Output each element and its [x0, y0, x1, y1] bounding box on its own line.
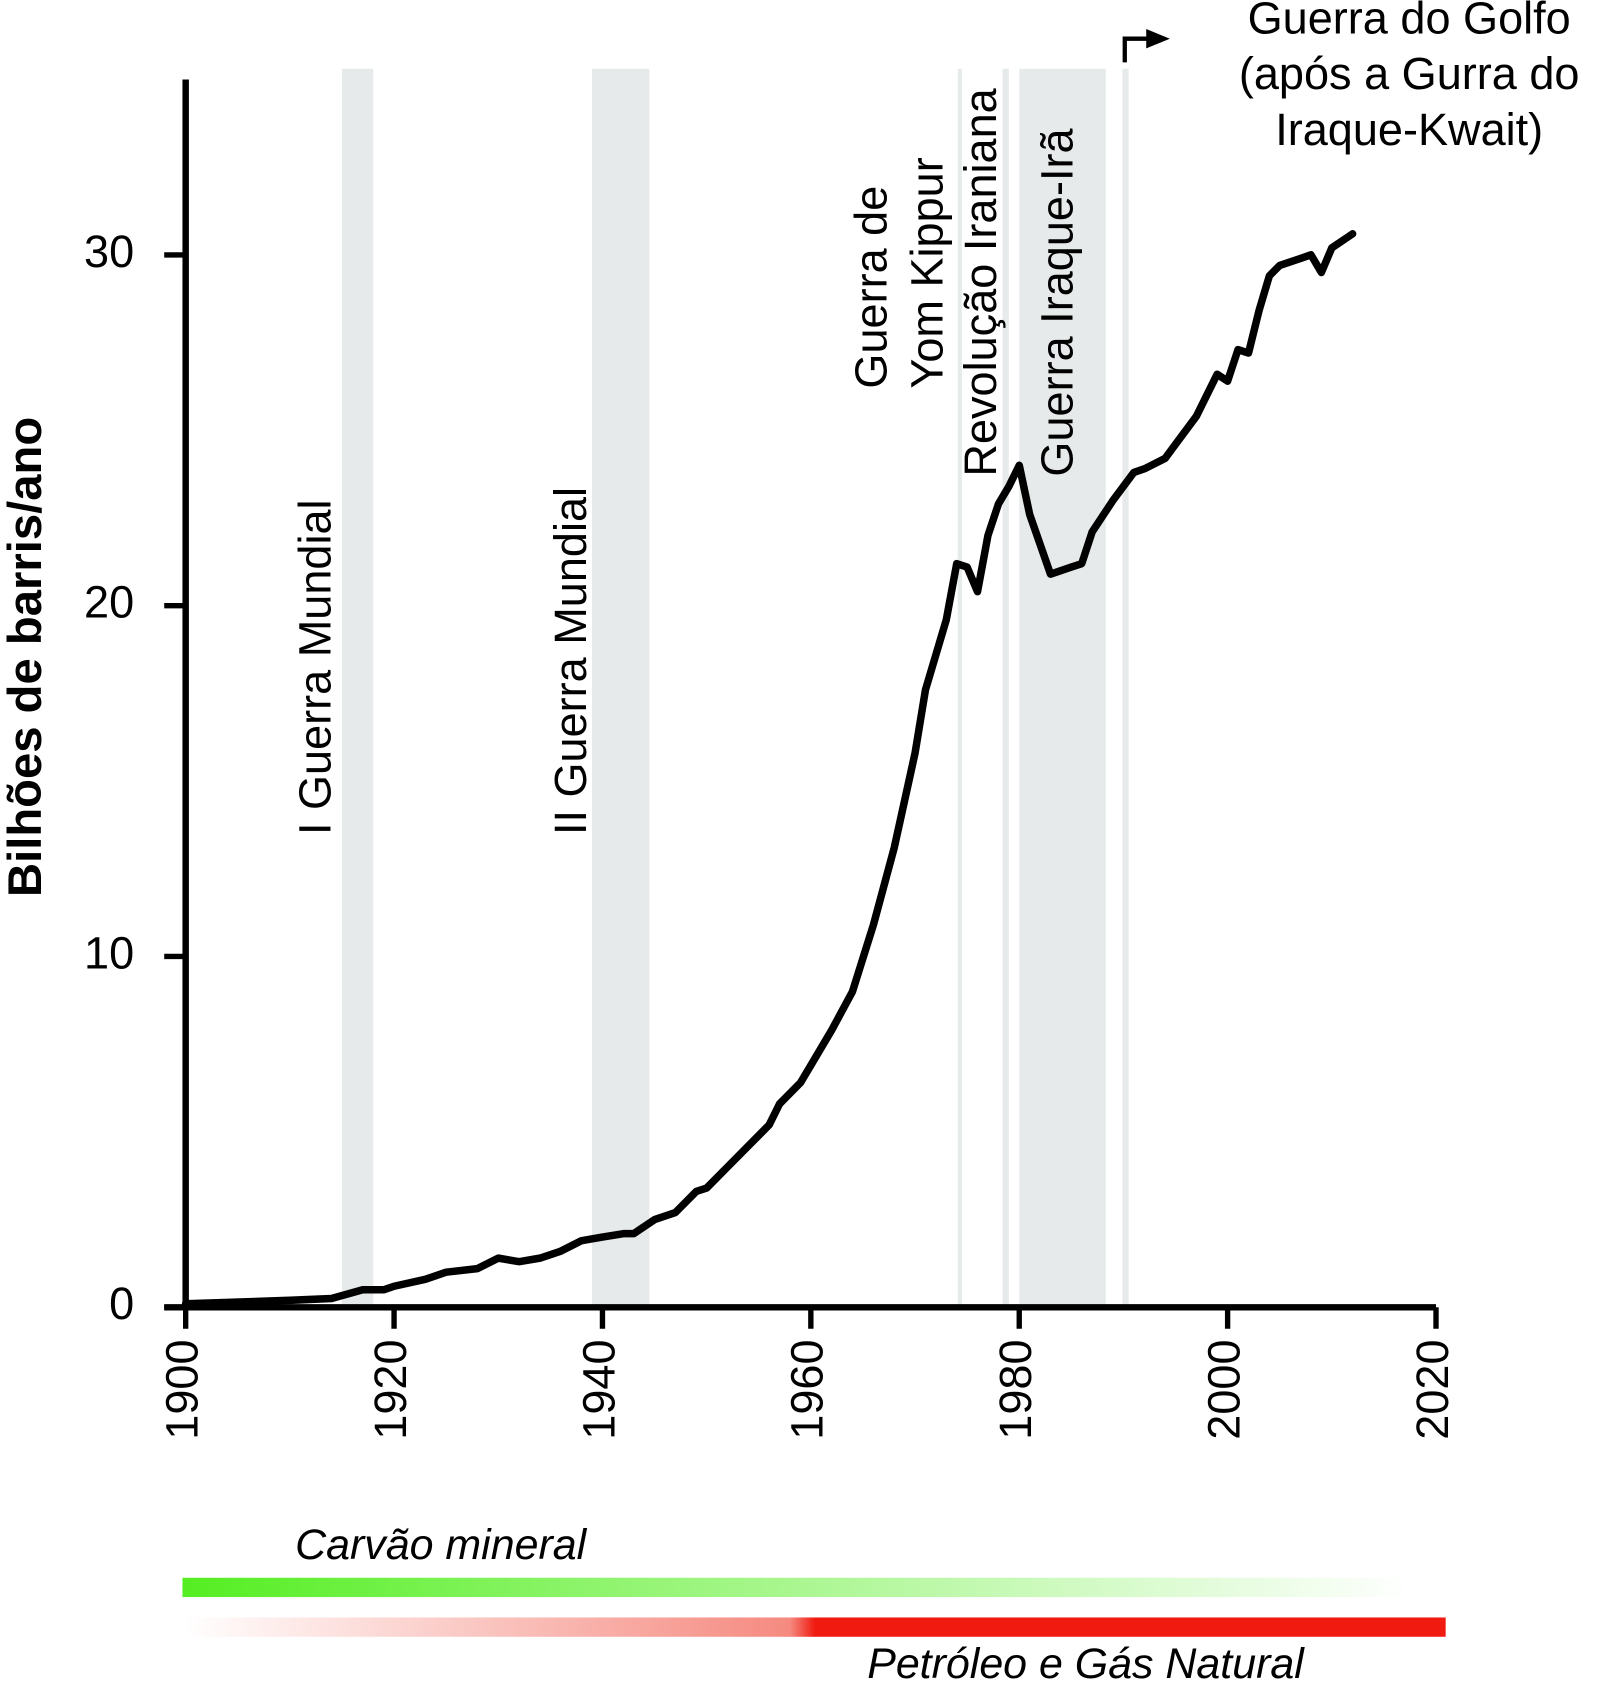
- event-label: Guerra de: [846, 186, 897, 389]
- event-band: [592, 68, 650, 1308]
- event-band: [1122, 68, 1129, 1308]
- x-tick-label: 2020: [1407, 1339, 1458, 1439]
- oil-bar: [184, 1617, 1446, 1637]
- x-tick-label: 1980: [990, 1339, 1041, 1439]
- event-label: Yom Kippur: [901, 157, 952, 388]
- y-tick-label: 30: [84, 226, 134, 277]
- source-label: Petróleo e Gás Natural: [867, 1640, 1305, 1683]
- source-label: Carvão mineral: [295, 1521, 587, 1569]
- production-line: [181, 230, 1357, 1308]
- x-tick-label: 1920: [365, 1339, 416, 1439]
- x-tick-label: 1940: [573, 1339, 624, 1439]
- gulf-arrow: [1122, 36, 1151, 63]
- event-label: I Guerra Mundial: [290, 499, 341, 835]
- event-band: [1019, 68, 1106, 1308]
- y-axis-label: Bilhões de barris/ano: [0, 417, 52, 897]
- x-tick-label: 2000: [1199, 1339, 1250, 1439]
- event-band: [957, 68, 962, 1308]
- event-label: Guerra Iraque-Irã: [1031, 128, 1082, 477]
- x-tick-label: 1900: [157, 1339, 208, 1439]
- x-tick-label: 1960: [782, 1339, 833, 1439]
- gulf-arrowhead: [1146, 29, 1170, 49]
- event-band: [341, 68, 374, 1308]
- event-label: II Guerra Mundial: [545, 487, 596, 835]
- y-tick-label: 10: [84, 927, 134, 978]
- event-label: Revolução Iraniana: [955, 87, 1006, 476]
- event-label: (após a Gurra do: [1239, 48, 1580, 99]
- y-tick-label: 20: [84, 577, 134, 628]
- event-band: [1002, 68, 1009, 1308]
- y-tick-label: 0: [109, 1278, 134, 1329]
- event-label: Iraque-Kwait): [1275, 104, 1543, 155]
- coal-bar: [182, 1577, 1412, 1598]
- event-label: Guerra do Golfo: [1248, 0, 1571, 43]
